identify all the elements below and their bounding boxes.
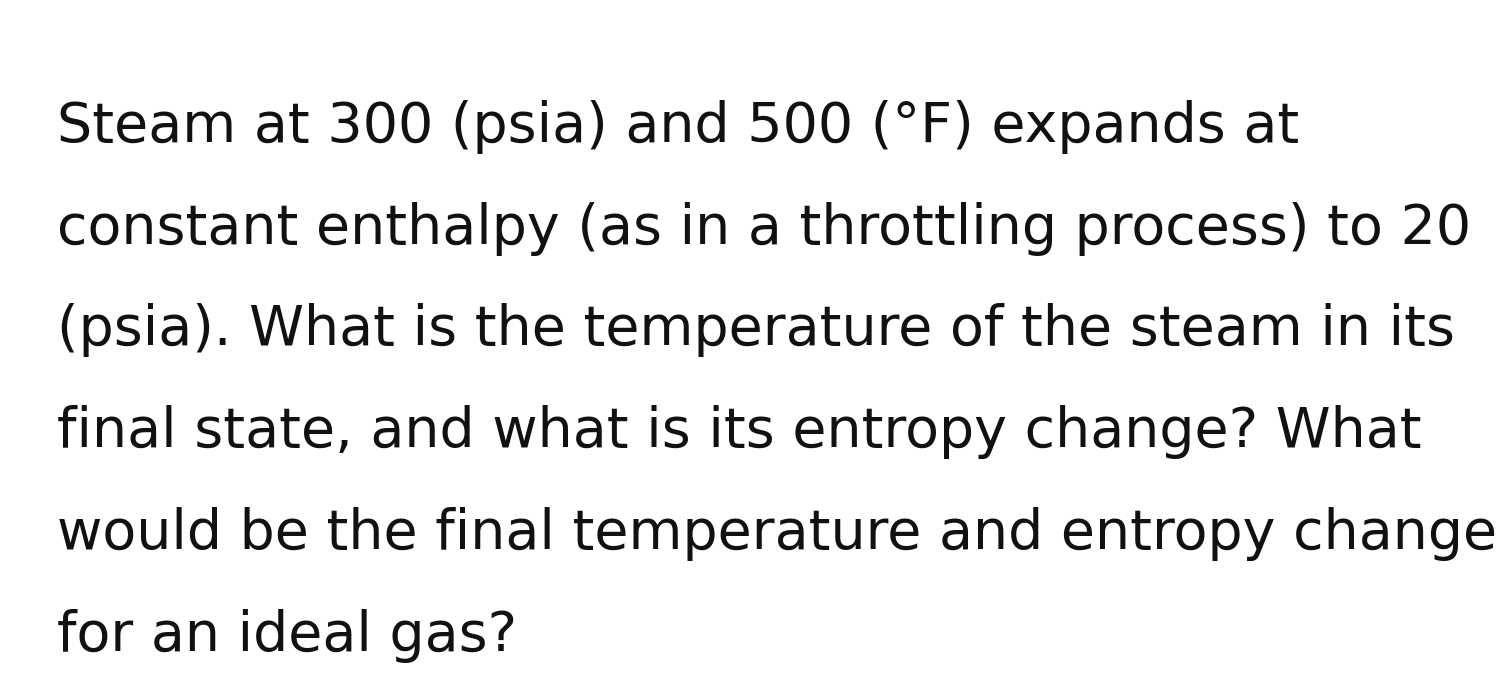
Text: Steam at 300 (psia) and 500 (°F) expands at: Steam at 300 (psia) and 500 (°F) expands… bbox=[57, 100, 1299, 153]
Text: for an ideal gas?: for an ideal gas? bbox=[57, 609, 518, 663]
Text: final state, and what is its entropy change? What: final state, and what is its entropy cha… bbox=[57, 405, 1422, 459]
Text: (psia). What is the temperature of the steam in its: (psia). What is the temperature of the s… bbox=[57, 303, 1455, 357]
Text: would be the final temperature and entropy change: would be the final temperature and entro… bbox=[57, 507, 1497, 561]
Text: constant enthalpy (as in a throttling process) to 20: constant enthalpy (as in a throttling pr… bbox=[57, 202, 1472, 255]
